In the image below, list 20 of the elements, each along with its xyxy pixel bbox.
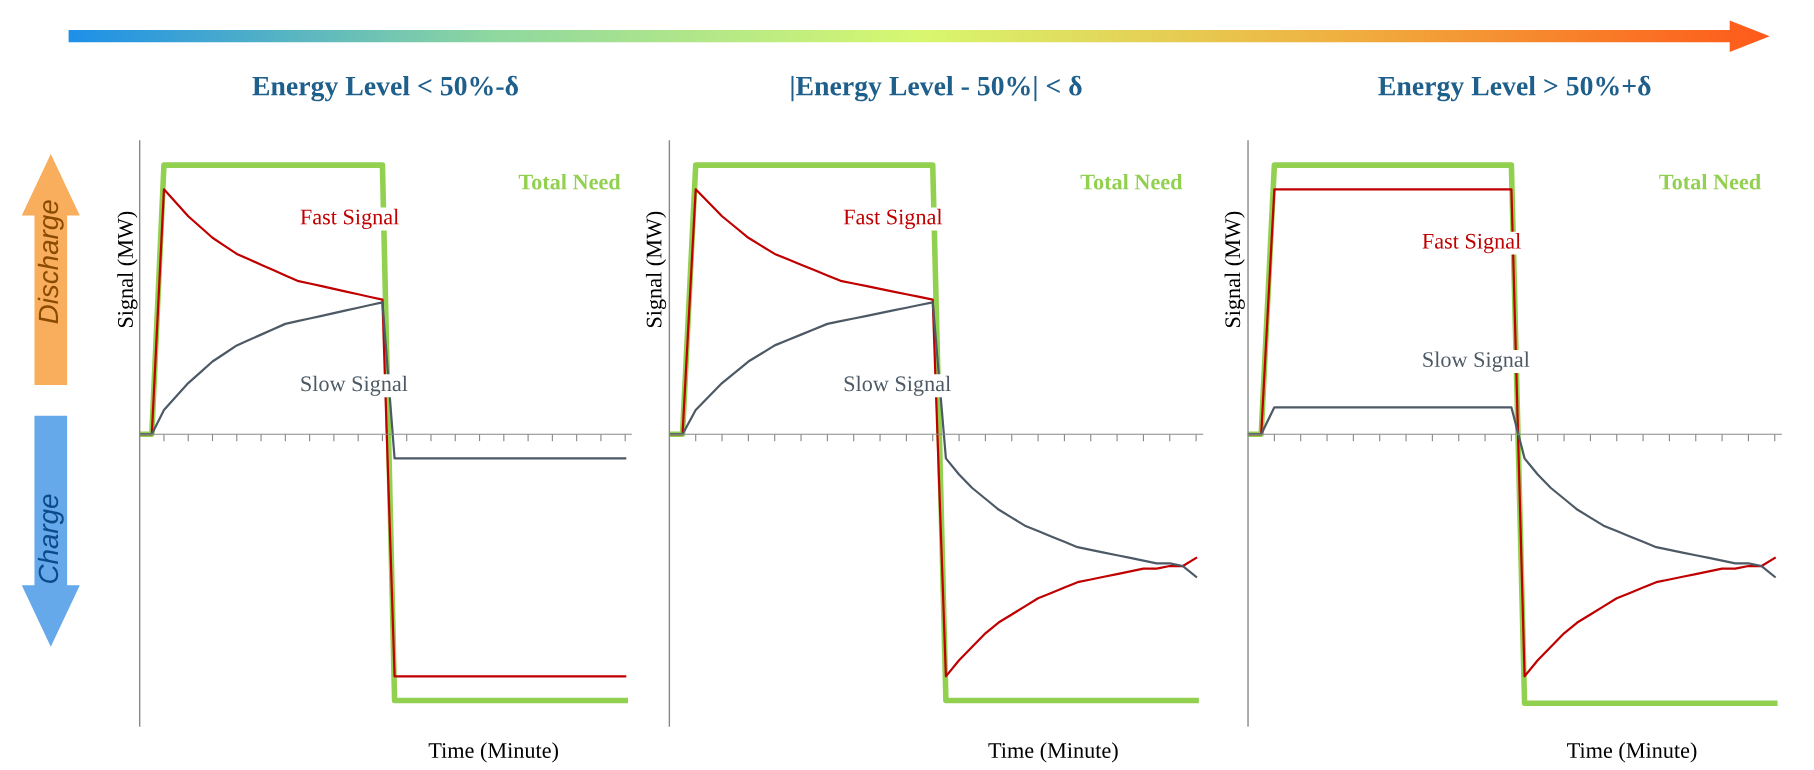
text: Discharge xyxy=(37,200,64,324)
series-label: Slow Signal xyxy=(844,375,951,396)
y-axis-title: Signal (MW) xyxy=(1224,211,1245,328)
x-axis-title: Time (Minute) xyxy=(988,742,1118,763)
text: Charge xyxy=(37,494,64,584)
chart-title: Energy Level < 50%-δ xyxy=(252,75,518,102)
chart-title: Energy Level > 50%+δ xyxy=(1378,75,1651,102)
text: Total Need xyxy=(518,173,621,190)
y-axis-title: Signal (MW) xyxy=(645,211,667,328)
text: Total Need xyxy=(1080,173,1183,190)
series-label: Slow Signal xyxy=(1423,351,1530,372)
x-axis-title: Time (Minute) xyxy=(1567,742,1697,763)
text: Fast Signal xyxy=(300,208,399,230)
y-axis-title: Signal (MW) xyxy=(117,211,138,328)
series-label: Slow Signal xyxy=(301,375,408,396)
text: Total Need xyxy=(1659,173,1761,190)
x-axis-title: Time (Minute) xyxy=(428,742,558,763)
series-label: Fast Signal xyxy=(1422,233,1521,254)
text: Fast Signal xyxy=(843,208,943,230)
chart-title: |Energy Level - 50%| < δ xyxy=(791,75,1082,102)
